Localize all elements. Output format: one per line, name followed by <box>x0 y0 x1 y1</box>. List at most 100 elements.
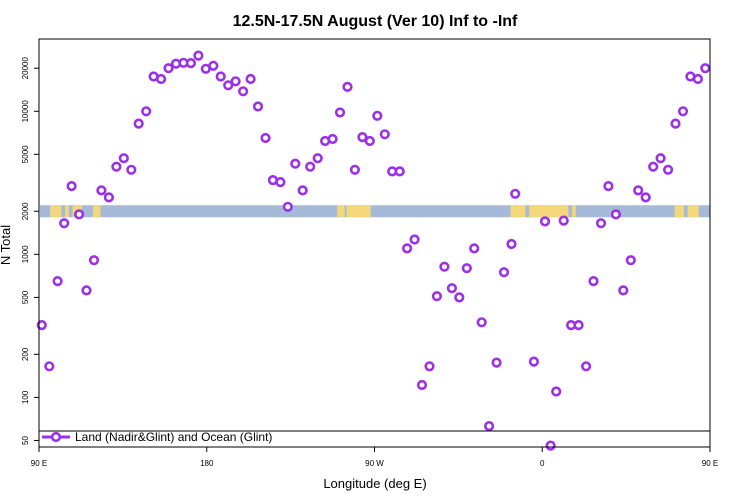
data-point <box>454 292 465 303</box>
data-point <box>282 201 293 212</box>
data-point <box>141 106 152 117</box>
land-segment <box>346 205 371 218</box>
data-point <box>334 107 346 118</box>
data-point <box>59 218 70 229</box>
data-point <box>215 71 226 82</box>
data-point <box>44 361 55 372</box>
data-point <box>126 164 137 175</box>
legend-marker-swatch <box>50 431 62 443</box>
data-point <box>461 263 472 274</box>
data-point <box>510 188 521 199</box>
data-point <box>118 153 129 164</box>
x-tick-label: 0 <box>540 459 545 468</box>
x-tick-label: 180 <box>200 459 214 468</box>
data-point <box>424 361 435 372</box>
plot-area-frame <box>38 38 711 448</box>
data-point <box>88 255 100 266</box>
x-tick-label: 90 E <box>31 459 47 468</box>
legend: Land (Nadir&Glint) and Ocean (Glint) <box>39 430 710 444</box>
data-point <box>103 192 114 203</box>
data-point <box>312 153 323 164</box>
data-point <box>238 86 249 97</box>
x-axis-label: Longitude (deg E) <box>323 476 426 491</box>
data-point <box>185 57 196 69</box>
data-point <box>96 185 107 196</box>
y-tick-label: 1000 <box>21 245 30 263</box>
data-point <box>580 361 592 372</box>
land-segment <box>572 205 576 218</box>
data-point <box>528 356 540 367</box>
land-segment <box>93 205 101 218</box>
data-point <box>81 285 92 296</box>
y-tick-label: 10000 <box>21 100 30 123</box>
data-point <box>558 215 569 226</box>
legend-label: Land (Nadir&Glint) and Ocean (Glint) <box>75 430 272 444</box>
data-point <box>618 285 629 296</box>
data-point <box>364 135 375 147</box>
data-point <box>603 181 614 192</box>
x-tick-label: 90 E <box>702 459 718 468</box>
data-point <box>545 440 556 451</box>
data-point <box>230 76 241 87</box>
data-point <box>409 234 420 245</box>
data-point <box>290 158 301 169</box>
data-point <box>595 218 607 229</box>
data-point <box>506 238 517 250</box>
land-segment <box>65 205 69 218</box>
data-point <box>52 276 63 287</box>
data-point <box>297 185 308 196</box>
data-point <box>357 132 368 143</box>
data-point <box>156 73 167 85</box>
data-point <box>640 192 651 203</box>
y-tick-label: 5000 <box>21 145 30 163</box>
y-tick-label: 100 <box>21 390 30 404</box>
data-point <box>439 261 450 272</box>
data-point <box>133 118 144 129</box>
y-tick-label: 200 <box>21 347 30 361</box>
y-axis-label: N Total <box>0 225 13 265</box>
data-point <box>416 379 428 391</box>
data-points <box>36 50 711 451</box>
data-point <box>379 129 390 140</box>
x-axis-ticks: 90 E 180 90 W 0 90 E <box>31 447 718 468</box>
data-point <box>446 283 458 294</box>
data-point <box>573 320 584 331</box>
land-segment <box>687 205 699 218</box>
data-point <box>163 63 174 74</box>
data-point <box>498 267 510 278</box>
land-segment <box>510 205 526 218</box>
data-point <box>372 110 383 121</box>
y-axis-ticks: 50 100 200 500 1000 2000 5000 10000 20000 <box>21 57 39 445</box>
land-segment <box>337 205 345 218</box>
data-point <box>539 216 551 227</box>
y-tick-label: 20000 <box>21 57 30 80</box>
data-point <box>66 181 77 192</box>
data-point <box>551 386 562 397</box>
map-strip <box>40 205 710 218</box>
data-point <box>73 209 85 220</box>
data-point <box>305 161 316 172</box>
data-point <box>245 73 256 85</box>
data-point <box>610 209 622 220</box>
data-point <box>431 291 443 302</box>
x-tick-label: 90 W <box>365 459 384 468</box>
data-point <box>484 421 495 432</box>
ocean-band <box>40 205 710 218</box>
data-point <box>208 60 219 71</box>
data-point <box>692 73 704 85</box>
y-tick-label: 50 <box>21 436 30 445</box>
data-point <box>111 161 122 172</box>
data-point <box>633 185 644 196</box>
y-tick-label: 2000 <box>21 202 30 220</box>
data-point <box>491 357 502 368</box>
data-point <box>700 63 711 74</box>
data-point <box>223 80 234 91</box>
data-point <box>648 161 659 172</box>
data-point <box>394 166 405 177</box>
data-point <box>662 164 674 175</box>
data-point <box>476 317 487 328</box>
data-point <box>402 243 413 254</box>
data-point <box>670 118 681 129</box>
data-point <box>588 276 599 287</box>
